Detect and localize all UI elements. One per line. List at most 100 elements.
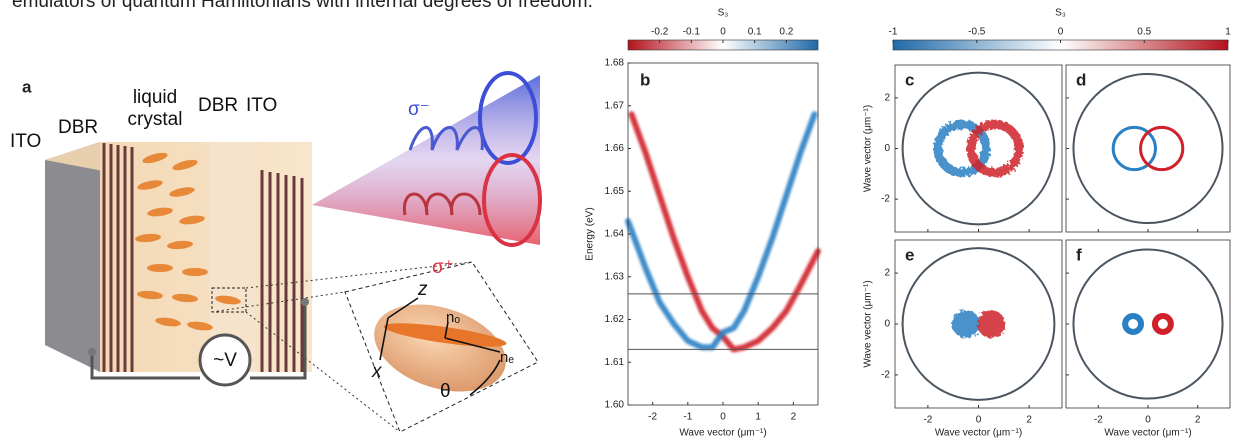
label-liquid-crystal: liquid — [133, 87, 177, 108]
aperture — [1072, 72, 1224, 225]
label-z: z — [417, 279, 428, 300]
dispersion-branch — [625, 111, 818, 351]
slab-side — [45, 142, 100, 372]
panel-label: e — [905, 245, 914, 264]
plot-frame — [1065, 64, 1231, 233]
y-tick-label: 1.65 — [605, 186, 625, 197]
x-tick-label: 2 — [1195, 415, 1201, 426]
x-tick-label: -1 — [683, 412, 692, 423]
colorbar-tick-label: 0 — [720, 27, 726, 38]
voltage-source — [198, 333, 252, 387]
sigma-plus-ring — [482, 153, 542, 247]
label-dbr: DBR — [198, 95, 238, 116]
y-axis-label: Energy (eV) — [585, 207, 596, 260]
panel-label: f — [1076, 245, 1082, 264]
dbr-right — [260, 170, 304, 372]
x-axis-label: Wave vector (μm⁻¹) — [1104, 428, 1191, 439]
y-tick-label: 1.66 — [605, 143, 625, 154]
terminal — [88, 348, 96, 356]
x-tick-label: 2 — [1026, 415, 1032, 426]
plot-frame — [627, 62, 819, 406]
label-ito: ITO — [10, 131, 41, 152]
terminal — [301, 298, 309, 306]
panel-label: c — [905, 70, 914, 89]
x-tick-label: 2 — [791, 412, 797, 423]
inset-axes — [379, 297, 501, 396]
polarization-feature — [1151, 313, 1174, 335]
lc-molecules — [135, 152, 241, 331]
plot-frame — [894, 64, 1063, 233]
panel-label: a — [22, 77, 32, 96]
x-tick-label: 1 — [755, 412, 761, 423]
label-sigma-minus: σ⁻ — [408, 99, 430, 120]
sigma-minus-spiral — [408, 126, 484, 151]
polarization-feature — [1111, 125, 1157, 172]
x-tick-label: 0 — [976, 415, 982, 426]
x-axis-label: Wave vector (μm⁻¹) — [679, 428, 766, 439]
polarization-feature — [1139, 125, 1185, 172]
y-tick-label: 1.61 — [605, 357, 625, 368]
colorbar-tick-label: 0.2 — [779, 27, 793, 38]
x-tick-label: -2 — [1094, 415, 1103, 426]
polarization-feature — [1122, 313, 1145, 335]
schematic: a ITO DBR liquid crystal DBR ITO σ⁻ σ⁺ ~… — [10, 71, 542, 433]
panel-label: d — [1076, 70, 1086, 89]
label-n-e: nₑ — [500, 349, 514, 366]
plot-frame — [1065, 239, 1231, 409]
y-tick-label: 1.63 — [605, 271, 625, 282]
x-tick-label: -2 — [923, 415, 932, 426]
colorbar-tick-label: 1 — [1225, 27, 1231, 38]
label-voltage: ~V — [213, 350, 237, 371]
colorbar-tick-label: 0.5 — [1137, 27, 1151, 38]
polarization-feature — [966, 119, 1024, 178]
y-tick-label: 1.68 — [605, 58, 625, 69]
label-n-o: nₒ — [446, 309, 460, 326]
polarization-feature — [951, 310, 980, 338]
y-tick-label: 1.67 — [605, 100, 625, 111]
caption-fragment: emulators of quantum Hamiltonians with i… — [12, 0, 593, 12]
colorbar-label: S₃ — [718, 8, 729, 19]
dispersion-branch — [628, 111, 821, 353]
colorbar-tick-label: -0.1 — [683, 27, 701, 38]
label-sigma-plus: σ⁺ — [432, 257, 454, 278]
wire — [90, 302, 307, 380]
colorbar-tick-label: -0.5 — [968, 27, 986, 38]
y-tick-label: 1.60 — [605, 400, 625, 411]
colorbar-tick-label: -1 — [889, 27, 898, 38]
y-tick-label: 0 — [884, 319, 890, 330]
aperture — [901, 71, 1056, 226]
y-tick-label: 1.62 — [605, 314, 625, 325]
y-tick-label: 1.64 — [605, 229, 625, 240]
spacer — [210, 142, 255, 372]
colorbar-label: S₃ — [1055, 8, 1066, 19]
label-ito: ITO — [246, 95, 277, 116]
y-tick-label: 2 — [884, 93, 890, 104]
y-tick-label: 2 — [884, 268, 890, 279]
y-tick-label: -2 — [881, 194, 890, 205]
polarization-feature — [933, 119, 991, 178]
sigma-minus-ring — [478, 71, 538, 165]
zoom-box — [211, 287, 247, 313]
y-tick-label: 0 — [884, 143, 890, 154]
dbr-left — [102, 143, 134, 372]
x-tick-label: -2 — [648, 412, 657, 423]
x-tick-label: 0 — [1145, 415, 1151, 426]
label-theta: θ — [440, 381, 451, 402]
y-axis-label: Wave vector (μm⁻¹) — [863, 105, 874, 192]
colorbar-tick-label: -0.2 — [651, 27, 669, 38]
label-dbr: DBR — [58, 117, 98, 138]
panel-label: b — [640, 70, 650, 89]
aperture — [901, 247, 1056, 401]
aperture — [1072, 248, 1224, 400]
x-axis-label: Wave vector (μm⁻¹) — [935, 428, 1022, 439]
sigma-plus-spiral — [402, 192, 482, 216]
y-axis-label: Wave vector (μm⁻¹) — [863, 280, 874, 367]
y-tick-label: -2 — [881, 370, 890, 381]
colorbar-tick-label: 0 — [1058, 27, 1064, 38]
polarization-feature — [977, 310, 1006, 338]
label-x: x — [371, 361, 383, 382]
x-tick-label: 0 — [720, 412, 726, 423]
colorbar-tick-label: 0.1 — [748, 27, 762, 38]
